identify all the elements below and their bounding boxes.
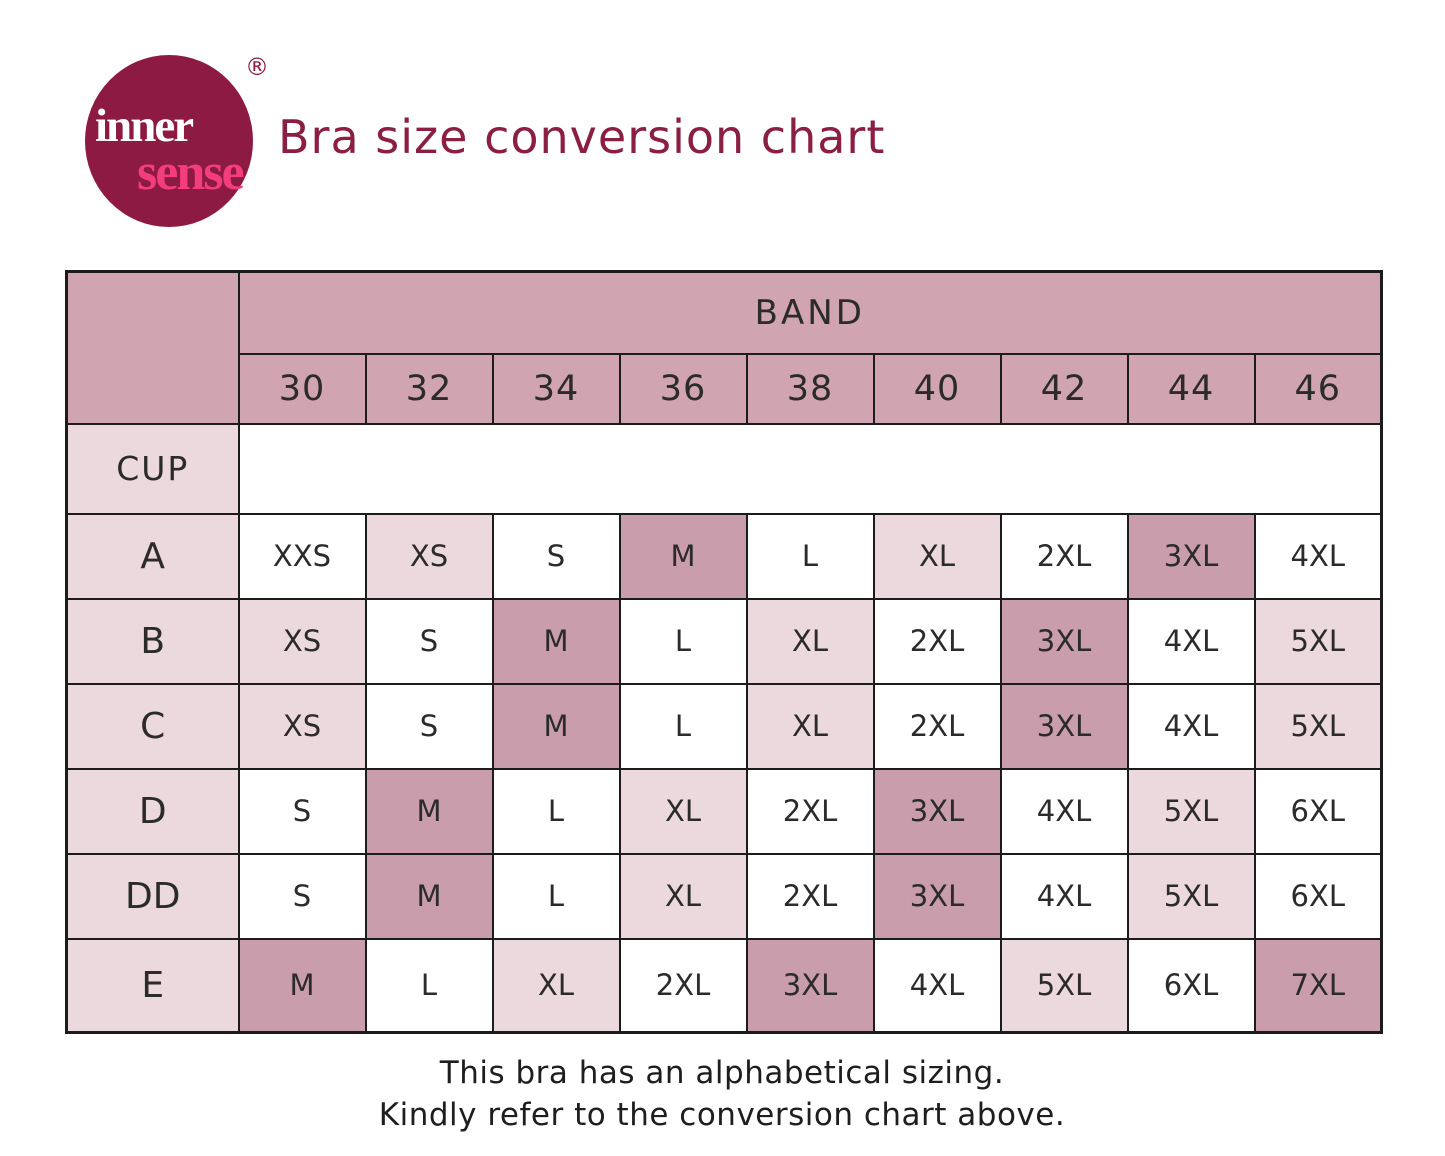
band-size-38: 38 bbox=[745, 352, 875, 425]
size-cell-B-32: S bbox=[364, 597, 494, 685]
size-cell-D-44: 5XL bbox=[1126, 767, 1256, 855]
cup-empty-cell bbox=[237, 422, 1383, 515]
size-cell-E-32: L bbox=[364, 937, 494, 1034]
size-cell-DD-42: 4XL bbox=[999, 852, 1129, 940]
size-cell-A-38: L bbox=[745, 512, 875, 600]
size-cell-E-46: 7XL bbox=[1253, 937, 1383, 1034]
band-size-42: 42 bbox=[999, 352, 1129, 425]
size-cell-D-34: L bbox=[491, 767, 621, 855]
cup-label-D: D bbox=[65, 767, 240, 855]
size-cell-DD-30: S bbox=[237, 852, 367, 940]
size-cell-C-30: XS bbox=[237, 682, 367, 770]
size-cell-DD-36: XL bbox=[618, 852, 748, 940]
size-cell-B-36: L bbox=[618, 597, 748, 685]
band-header-label: BAND bbox=[237, 270, 1383, 355]
size-cell-D-42: 4XL bbox=[999, 767, 1129, 855]
size-cell-E-40: 4XL bbox=[872, 937, 1002, 1034]
logo-circle bbox=[85, 55, 253, 227]
cup-row-A: A XXS XS S M L XL 2XL 3XL 4XL bbox=[65, 512, 1383, 600]
cup-header-label: CUP bbox=[65, 422, 240, 515]
size-cell-A-34: S bbox=[491, 512, 621, 600]
size-cell-B-44: 4XL bbox=[1126, 597, 1256, 685]
cup-row-E: E M L XL 2XL 3XL 4XL 5XL 6XL 7XL bbox=[65, 937, 1383, 1034]
size-cell-A-46: 4XL bbox=[1253, 512, 1383, 600]
registered-trademark-icon: ® bbox=[245, 53, 269, 81]
size-cell-DD-34: L bbox=[491, 852, 621, 940]
size-cell-E-42: 5XL bbox=[999, 937, 1129, 1034]
footer-line-2: Kindly refer to the conversion chart abo… bbox=[378, 1097, 1066, 1133]
size-cell-A-42: 2XL bbox=[999, 512, 1129, 600]
cup-header-row: CUP bbox=[65, 422, 1383, 515]
band-size-44: 44 bbox=[1126, 352, 1256, 425]
cup-row-B: B XS S M L XL 2XL 3XL 4XL 5XL bbox=[65, 597, 1383, 685]
size-cell-A-36: M bbox=[618, 512, 748, 600]
size-cell-B-30: XS bbox=[237, 597, 367, 685]
cup-label-C: C bbox=[65, 682, 240, 770]
cup-label-DD: DD bbox=[65, 852, 240, 940]
band-size-32: 32 bbox=[364, 352, 494, 425]
size-cell-E-36: 2XL bbox=[618, 937, 748, 1034]
size-cell-D-36: XL bbox=[618, 767, 748, 855]
size-cell-C-42: 3XL bbox=[999, 682, 1129, 770]
size-cell-E-34: XL bbox=[491, 937, 621, 1034]
band-size-36: 36 bbox=[618, 352, 748, 425]
logo-word-inner: inner bbox=[95, 100, 194, 152]
page-title: Bra size conversion chart bbox=[278, 110, 886, 164]
cup-label-B: B bbox=[65, 597, 240, 685]
footer-note: This bra has an alphabetical sizing. Kin… bbox=[65, 1052, 1379, 1136]
size-cell-C-40: 2XL bbox=[872, 682, 1002, 770]
footer-line-1: This bra has an alphabetical sizing. bbox=[439, 1055, 1005, 1091]
size-cell-C-44: 4XL bbox=[1126, 682, 1256, 770]
size-cell-E-44: 6XL bbox=[1126, 937, 1256, 1034]
size-cell-B-42: 3XL bbox=[999, 597, 1129, 685]
size-cell-A-30: XXS bbox=[237, 512, 367, 600]
corner-cell bbox=[65, 270, 240, 425]
size-cell-B-46: 5XL bbox=[1253, 597, 1383, 685]
bra-size-conversion-table: BAND 30 32 34 36 38 40 42 44 46 CUP A XXS XS S M L XL 2… bbox=[65, 270, 1384, 1034]
size-cell-B-34: M bbox=[491, 597, 621, 685]
size-cell-A-44: 3XL bbox=[1126, 512, 1256, 600]
innersense-logo: ® inner sense bbox=[85, 53, 269, 227]
cup-label-A: A bbox=[65, 512, 240, 600]
size-cell-A-32: XS bbox=[364, 512, 494, 600]
band-size-46: 46 bbox=[1253, 352, 1383, 425]
cup-row-DD: DD S M L XL 2XL 3XL 4XL 5XL 6XL bbox=[65, 852, 1383, 940]
band-sizes-row: 30 32 34 36 38 40 42 44 46 bbox=[67, 352, 1383, 425]
size-cell-DD-46: 6XL bbox=[1253, 852, 1383, 940]
size-cell-B-40: 2XL bbox=[872, 597, 1002, 685]
band-size-30: 30 bbox=[237, 352, 367, 425]
cup-row-C: C XS S M L XL 2XL 3XL 4XL 5XL bbox=[65, 682, 1383, 770]
size-cell-D-32: M bbox=[364, 767, 494, 855]
size-cell-C-46: 5XL bbox=[1253, 682, 1383, 770]
band-size-34: 34 bbox=[491, 352, 621, 425]
cup-row-D: D S M L XL 2XL 3XL 4XL 5XL 6XL bbox=[65, 767, 1383, 855]
size-cell-C-38: XL bbox=[745, 682, 875, 770]
size-cell-D-38: 2XL bbox=[745, 767, 875, 855]
size-cell-C-34: M bbox=[491, 682, 621, 770]
size-cell-D-40: 3XL bbox=[872, 767, 1002, 855]
size-cell-B-38: XL bbox=[745, 597, 875, 685]
size-cell-DD-38: 2XL bbox=[745, 852, 875, 940]
size-cell-E-38: 3XL bbox=[745, 937, 875, 1034]
band-header-row: BAND bbox=[65, 270, 1383, 425]
size-cell-C-32: S bbox=[364, 682, 494, 770]
size-cell-C-36: L bbox=[618, 682, 748, 770]
size-cell-DD-44: 5XL bbox=[1126, 852, 1256, 940]
size-rows-body: A XXS XS S M L XL 2XL 3XL 4XL B XS S M L XL 2XL 3XL 4XL 5XL… bbox=[65, 512, 1383, 1034]
size-cell-DD-40: 3XL bbox=[872, 852, 1002, 940]
size-cell-D-30: S bbox=[237, 767, 367, 855]
size-cell-D-46: 6XL bbox=[1253, 767, 1383, 855]
logo-word-sense: sense bbox=[137, 144, 245, 201]
size-cell-A-40: XL bbox=[872, 512, 1002, 600]
band-size-40: 40 bbox=[872, 352, 1002, 425]
cup-label-E: E bbox=[65, 937, 240, 1034]
size-cell-E-30: M bbox=[237, 937, 367, 1034]
size-cell-DD-32: M bbox=[364, 852, 494, 940]
